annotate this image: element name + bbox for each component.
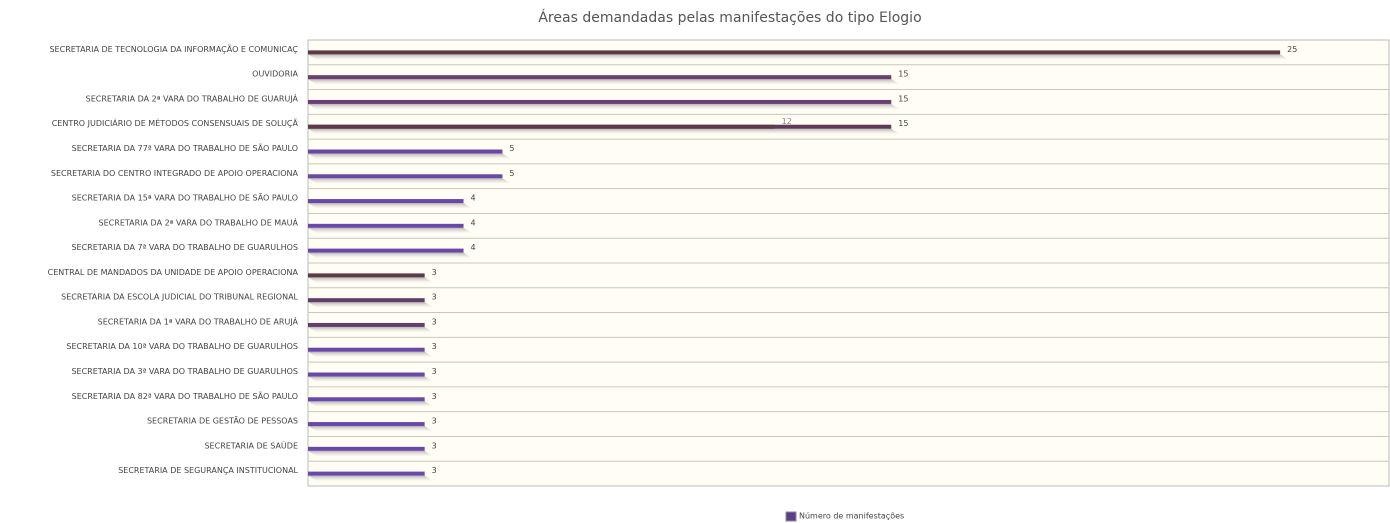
- y-tick-label: SECRETARIA DA 1ª VARA DO TRABALHO DE ARU…: [98, 315, 299, 326]
- y-tick-label: SECRETARIA DO CENTRO INTEGRADO DE APOIO …: [51, 169, 299, 178]
- y-tick-label: SECRETARIA DE SAÚDE: [204, 439, 298, 450]
- annotation-bar: [308, 124, 775, 129]
- bar: [308, 223, 464, 228]
- y-tick-label: SECRETARIA DA ESCOLA JUDICIAL DO TRIBUNA…: [61, 293, 298, 302]
- data-label: 3: [432, 342, 437, 351]
- bar-shadow: [308, 227, 472, 233]
- bar-shadow: [308, 54, 1289, 60]
- data-label: 15: [898, 119, 908, 128]
- bar: [308, 422, 425, 427]
- bar-shadow: [308, 450, 433, 456]
- bar-shadow: [308, 178, 511, 184]
- bar-shadow: [308, 153, 511, 159]
- bar-shadow: [308, 203, 472, 209]
- y-tick-label: SECRETARIA DA 2ª VARA DO TRABALHO DE GUA…: [86, 92, 299, 103]
- data-label: 4: [471, 243, 476, 252]
- bar: [308, 199, 464, 204]
- bar-shadow: [308, 277, 433, 283]
- data-label: 15: [898, 70, 908, 79]
- y-tick-label: SECRETARIA DE TECNOLOGIA DA INFORMAÇÃO E…: [49, 44, 298, 54]
- y-tick-label: CENTRAL DE MANDADOS DA UNIDADE DE APOIO …: [48, 268, 299, 277]
- legend-swatch: [785, 511, 797, 522]
- bar-shadow: [308, 302, 433, 308]
- bar: [308, 372, 425, 377]
- bar: [308, 347, 425, 352]
- legend-label: Número de manifestações: [799, 512, 904, 521]
- data-label: 3: [432, 293, 437, 302]
- bar: [308, 50, 1281, 55]
- data-label: 3: [432, 392, 437, 401]
- bar-shadow: [308, 79, 900, 85]
- data-label: 25: [1287, 45, 1297, 54]
- bar: [308, 75, 892, 80]
- y-tick-label: CENTRO JUDICIÁRIO DE MÉTODOS CONSENSUAIS…: [52, 117, 299, 128]
- bar-shadow: [308, 426, 433, 432]
- bar-shadow: [308, 475, 433, 481]
- bar: [308, 446, 425, 451]
- y-tick-label: SECRETARIA DA 77ª VARA DO TRABALHO DE SÃ…: [72, 143, 298, 153]
- bar-shadow: [308, 401, 433, 407]
- bar: [308, 174, 503, 179]
- y-tick-label: OUVIDORIA: [252, 70, 298, 79]
- y-tick-label: SECRETARIA DA 3ª VARA DO TRABALHO DE GUA…: [71, 367, 298, 376]
- chart-title: Áreas demandadas pelas manifestações do …: [538, 9, 921, 26]
- bar: [308, 99, 892, 104]
- bar-shadow: [308, 103, 900, 109]
- bar-shadow: [308, 351, 433, 357]
- bar-shadow: [308, 326, 433, 332]
- y-tick-label: SECRETARIA DA 10ª VARA DO TRABALHO DE GU…: [66, 342, 298, 351]
- data-label: 4: [471, 218, 476, 227]
- y-tick-label: SECRETARIA DA 7ª VARA DO TRABALHO DE GUA…: [71, 243, 298, 252]
- data-label: 5: [509, 144, 514, 153]
- bar: [308, 471, 425, 476]
- bar: [308, 273, 425, 278]
- bar: [308, 397, 425, 402]
- y-tick-label: SECRETARIA DA 82ª VARA DO TRABALHO DE SÃ…: [72, 391, 298, 401]
- bar-shadow: [308, 128, 900, 134]
- data-label: 3: [432, 441, 437, 450]
- y-tick-label: SECRETARIA DE GESTÃO DE PESSOAS: [147, 416, 298, 426]
- y-tick-label: SECRETARIA DA 2ª VARA DO TRABALHO DE MAU…: [99, 216, 299, 227]
- bar: [308, 322, 425, 327]
- data-label: 3: [432, 317, 437, 326]
- data-label: 3: [432, 466, 437, 475]
- data-label: 5: [509, 169, 514, 178]
- annotation-label: 12: [782, 117, 792, 126]
- y-tick-label: SECRETARIA DE SEGURANÇA INSTITUCIONAL: [118, 466, 298, 475]
- data-label: 3: [432, 417, 437, 426]
- bar: [308, 248, 464, 253]
- bar: [308, 298, 425, 303]
- data-label: 4: [471, 194, 476, 203]
- data-label: 3: [432, 367, 437, 376]
- bar: [308, 149, 503, 154]
- data-label: 3: [432, 268, 437, 277]
- data-label: 15: [898, 94, 908, 103]
- bar-shadow: [308, 252, 472, 258]
- bar-shadow: [308, 376, 433, 382]
- y-tick-label: SECRETARIA DA 15ª VARA DO TRABALHO DE SÃ…: [72, 193, 298, 203]
